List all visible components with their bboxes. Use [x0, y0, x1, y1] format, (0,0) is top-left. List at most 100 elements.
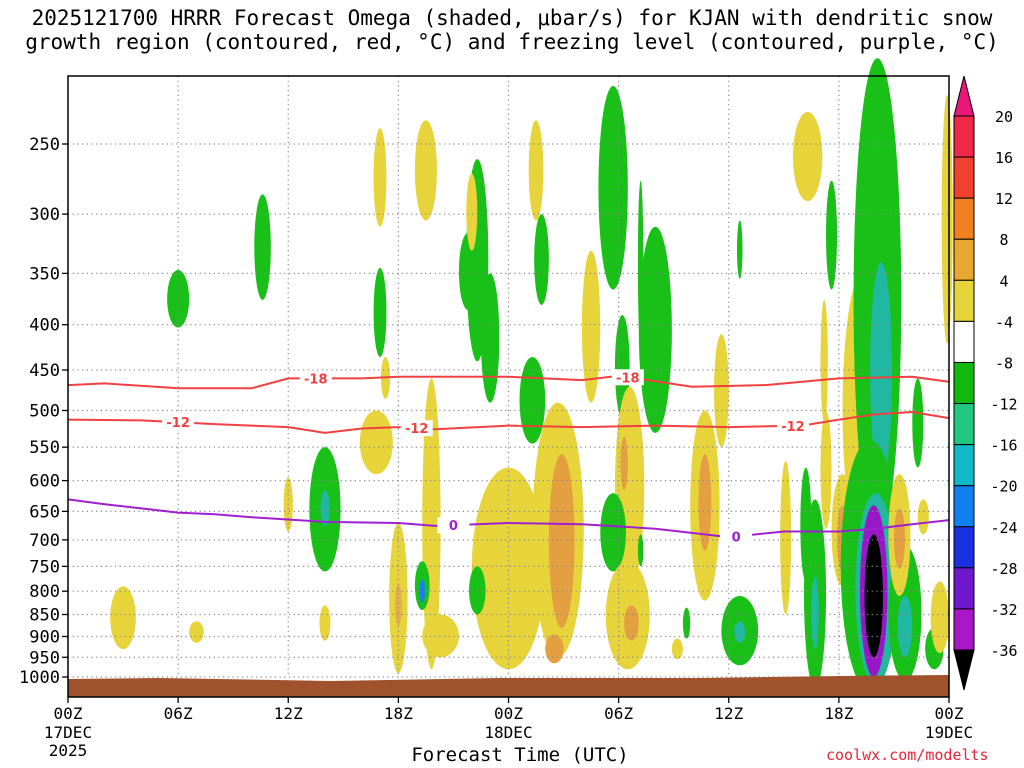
- colorbar-top-arrow: [953, 75, 975, 117]
- colorbar-swatch-12: [953, 608, 975, 651]
- x-tick-label-12: 12Z: [274, 704, 303, 723]
- omega-region-6: [320, 490, 330, 526]
- omega-region-8: [373, 128, 387, 227]
- x-tick-label-18: 18Z: [384, 704, 413, 723]
- x-tick-label-30: 06Z: [604, 704, 633, 723]
- y-tick-label-850: 850: [29, 606, 60, 626]
- colorbar-swatch-5: [953, 320, 975, 363]
- colorbar-label-13: -36: [990, 642, 1017, 660]
- y-tick-label-950: 950: [29, 648, 60, 668]
- colorbar-label-11: -28: [990, 560, 1017, 578]
- omega-region-68: [897, 595, 913, 658]
- y-tick-label-250: 250: [29, 135, 60, 155]
- omega-region-38: [600, 493, 626, 572]
- contour-label-bg-dgz-minus12-0: [162, 414, 195, 431]
- x-axis-label: Forecast Time (UTC): [411, 744, 629, 766]
- omega-region-75: [941, 94, 953, 344]
- omega-region-50: [792, 111, 823, 202]
- omega-region-44: [682, 607, 691, 639]
- contour-label-dgz-minus12-1: -12: [405, 422, 429, 437]
- contour-label-bg-dgz-minus12-1: [400, 420, 433, 437]
- omega-region-14: [414, 120, 437, 221]
- y-tick-label-750: 750: [29, 557, 60, 577]
- contour-label-bg-dgz-minus18-0: [299, 370, 332, 387]
- y-axis-ticks: 2503003504004505005506006507007508008509…: [19, 135, 68, 688]
- contour-label-bg-dgz-minus12-2: [776, 417, 809, 434]
- y-tick-label-400: 400: [29, 316, 60, 336]
- y-tick-label-600: 600: [29, 472, 60, 492]
- omega-region-52: [826, 180, 838, 290]
- title-line-2: growth region (contoured, red, °C) and f…: [25, 30, 999, 54]
- y-tick-label-450: 450: [29, 361, 60, 381]
- contour-label-dgz-minus18-0: -18: [304, 372, 328, 387]
- contour-label-bg-freezing-level-0: [437, 517, 470, 534]
- title-line-1: 2025121700 HRRR Forecast Omega (shaded, …: [31, 6, 993, 30]
- colorbar-swatch-1: [953, 156, 975, 199]
- colorbar-swatch-2: [953, 197, 975, 240]
- x-tick-year-0: 2025: [49, 741, 88, 760]
- y-tick-label-300: 300: [29, 205, 60, 225]
- ground-layer: [68, 675, 949, 697]
- contour-label-bg-dgz-minus18-1: [611, 369, 644, 386]
- colorbar-label-12: -32: [990, 601, 1017, 619]
- colorbar-label-0: 20: [995, 108, 1013, 126]
- omega-region-32: [598, 86, 628, 290]
- omega-region-23: [471, 467, 546, 670]
- omega-region-37: [620, 436, 628, 491]
- omega-region-62: [870, 262, 893, 481]
- colorbar-label-1: 16: [995, 149, 1013, 167]
- colorbar-label-4: 4: [999, 272, 1008, 290]
- omega-region-74: [930, 581, 950, 654]
- colorbar-swatch-7: [953, 403, 975, 446]
- y-tick-label-500: 500: [29, 402, 60, 422]
- omega-region-45: [671, 638, 683, 660]
- omega-region-0: [110, 586, 136, 650]
- colorbar-label-10: -24: [990, 519, 1017, 537]
- colorbar-swatch-4: [953, 279, 975, 322]
- colorbar-label-8: -16: [990, 437, 1017, 455]
- omega-region-13: [394, 583, 403, 626]
- omega-region-10: [359, 410, 393, 475]
- colorbar-label-3: 8: [999, 231, 1008, 249]
- ground-fill: [68, 675, 949, 697]
- omega-region-2: [167, 270, 190, 328]
- y-tick-label-700: 700: [29, 531, 60, 551]
- y-tick-label-800: 800: [29, 582, 60, 602]
- omega-region-18: [422, 614, 459, 658]
- contour-label-dgz-minus12-2: -12: [781, 420, 805, 435]
- omega-region-35: [638, 226, 672, 433]
- y-tick-label-550: 550: [29, 438, 60, 458]
- omega-region-29: [548, 454, 575, 628]
- colorbar-swatch-6: [953, 361, 975, 405]
- omega-region-71: [912, 378, 924, 468]
- omega-region-25: [519, 356, 546, 444]
- omega-region-53: [780, 460, 792, 615]
- colorbar-bottom-arrow: [953, 649, 975, 691]
- x-tick-label-6: 06Z: [164, 704, 193, 723]
- colorbar-swatch-10: [953, 526, 975, 569]
- x-tick-label-42: 18Z: [824, 704, 853, 723]
- colorbar-swatch-9: [953, 485, 975, 528]
- omega-region-40: [624, 605, 639, 641]
- colorbar-swatch-11: [953, 567, 975, 610]
- colorbar-label-2: 12: [995, 190, 1013, 208]
- omega-region-7: [319, 605, 331, 641]
- omega-region-47: [734, 621, 746, 643]
- colorbar-swatch-0: [953, 115, 975, 158]
- colorbar-swatch-3: [953, 238, 975, 281]
- omega-region-30: [545, 634, 564, 664]
- omega-region-27: [534, 214, 549, 305]
- omega-region-57: [811, 576, 819, 650]
- omega-region-72: [917, 499, 929, 535]
- omega-region-22: [466, 173, 478, 251]
- contour-label-dgz-minus12-0: -12: [166, 416, 190, 431]
- omega-region-49: [737, 220, 743, 279]
- contour-label-dgz-minus18-1: -18: [616, 371, 640, 386]
- x-tick-date-48: 19DEC: [925, 723, 973, 742]
- contour-label-freezing-level-1: 0: [732, 530, 741, 545]
- temperature-contours: -18 -18 -12 -12 -12 0 0: [67, 369, 950, 545]
- contour-freezing-level: [67, 498, 950, 539]
- contour-dgz-minus18: [67, 374, 950, 390]
